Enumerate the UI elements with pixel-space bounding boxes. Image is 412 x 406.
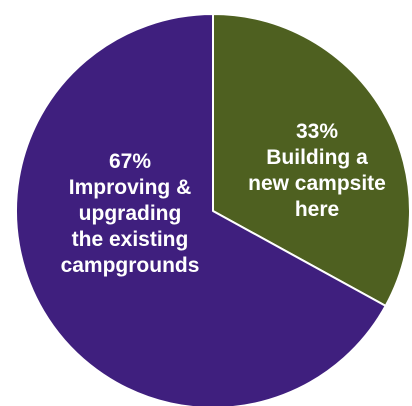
slice-category-label-line: here	[295, 198, 339, 221]
slice-percent-label: 33%	[296, 120, 338, 143]
slice-category-label-line: Improving &	[69, 176, 192, 199]
slice-category-label-line: Building a	[266, 146, 368, 169]
slice-percent-label: 67%	[109, 150, 151, 173]
slice-label-1: 33% Building a new campsite here	[248, 120, 386, 221]
pie-slices	[15, 13, 411, 406]
slice-label-2: 67% Improving & upgrading the existing campg…	[61, 150, 200, 277]
slice-category-label-line: campgrounds	[61, 254, 200, 277]
slice-category-label-line: upgrading	[79, 202, 182, 225]
pie-slice-1	[212, 13, 411, 307]
pie-labels: 33% Building a new campsite here 67% Improvin…	[61, 120, 386, 277]
slice-category-label-line: the existing	[72, 228, 189, 251]
pie-slice-2	[15, 13, 387, 406]
slice-category-label-line: new campsite	[248, 172, 386, 195]
